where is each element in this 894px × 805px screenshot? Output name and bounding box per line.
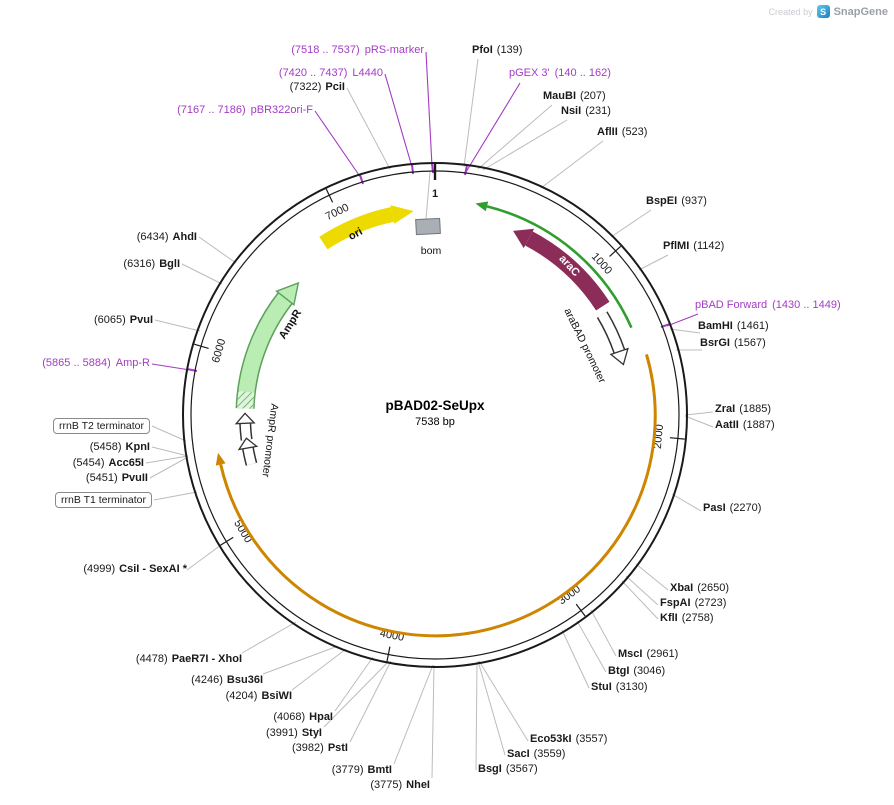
site-label-pvui: (6065) PvuI [93, 314, 153, 326]
ampr-promoter-arrowhead [234, 412, 256, 425]
primer-label-pgex3: pGEX 3' (140 .. 162) [509, 67, 611, 79]
site-label-ahdi: (6434) AhdI [136, 231, 197, 243]
site-label-csii-sexai: (4999) CsiI - SexAI * [83, 563, 187, 575]
site-label-bspei: BspEI (937) [646, 195, 707, 207]
site-label-pcii: (7322) PciI [289, 81, 345, 93]
site-label-nhei: (3775) NheI [370, 779, 430, 791]
site-label-stui: StuI (3130) [591, 681, 648, 693]
site-label-msci: MscI (2961) [618, 648, 679, 660]
terminator-feature-arrowhead [237, 437, 259, 451]
site-label-styi: (3991) StyI [266, 727, 322, 739]
plasmid-backbone-outer-circle [182, 162, 688, 668]
site-label-saci: SacI (3559) [507, 748, 566, 760]
site-label-pflmi: PflMI (1142) [663, 240, 725, 252]
site-label-nsii: NsiI (231) [561, 105, 611, 117]
site-label-kpni: (5458) KpnI [89, 441, 150, 453]
primer-leader-lines [151, 51, 699, 372]
ori-feature-arrow [319, 207, 395, 250]
snapgene-watermark: Created by S SnapGene [769, 5, 888, 18]
plasmid-size: 7538 bp [415, 416, 455, 428]
primer-label-prs-marker: (7518 .. 7537) pRS-marker [291, 44, 424, 56]
site-label-kfli: KflI (2758) [660, 612, 714, 624]
bom-label: bom [421, 245, 442, 257]
site-label-bsiwi: (4204) BsiWI [225, 690, 292, 702]
site-label-btgi: BtgI (3046) [608, 665, 666, 677]
site-label-bmti: (3779) BmtI [331, 764, 392, 776]
site-label-aatii: AatII (1887) [715, 419, 775, 431]
green-feature-arc [486, 205, 633, 329]
tick-label-1: 1 [432, 188, 438, 200]
site-label-bgli: (6316) BglI [123, 258, 180, 270]
site-label-paer7i-xhoi: (4478) PaeR7I - XhoI [135, 653, 242, 665]
primer-label-amp-r: (5865 .. 5884) Amp-R [42, 357, 150, 369]
site-label-bsrgi: BsrGI (1567) [700, 337, 766, 349]
tick-label-1000: 1000 [589, 251, 614, 277]
snapgene-logo-icon: S [816, 5, 830, 18]
bom-feature-box [415, 217, 441, 236]
site-label-xbai: XbaI (2650) [670, 582, 730, 594]
insert-cds-arrowhead [215, 452, 226, 466]
ampr-promoter-label: AmpR promoter [259, 403, 280, 479]
arabad-promoter-arrowhead [609, 347, 629, 366]
scale-ticks [194, 164, 685, 662]
rrnb-t1-terminator-label: rrnB T1 terminator [55, 492, 152, 508]
site-label-maubi: MauBI (207) [543, 90, 606, 102]
green-feature-arrowhead [475, 201, 489, 212]
primer-label-pbad-forward: pBAD Forward (1430 .. 1449) [695, 299, 841, 311]
tick-label-7000: 7000 [324, 202, 351, 223]
ori-label: ori [347, 226, 365, 243]
site-label-pasi: PasI (2270) [703, 502, 762, 514]
site-label-acc65i: (5454) Acc65I [72, 457, 144, 469]
site-label-psti: (3982) PstI [292, 742, 348, 754]
plasmid-title-block: pBAD02-SeUpx 7538 bp [325, 398, 545, 428]
site-label-zrai: ZraI (1885) [715, 403, 771, 415]
site-label-pfoi: PfoI (139) [472, 44, 523, 56]
site-label-hpai: (4068) HpaI [273, 711, 333, 723]
rrnb-t2-terminator-label: rrnB T2 terminator [53, 418, 150, 434]
leader-lines [145, 58, 714, 779]
site-label-bsu36i: (4246) Bsu36I [191, 674, 263, 686]
tick-label-6000: 6000 [210, 337, 228, 364]
primer-label-pbr322ori-f: (7167 .. 7186) pBR322ori-F [177, 104, 313, 116]
arac-arrowhead [513, 228, 535, 249]
site-label-fspai: FspAI (2723) [660, 597, 727, 609]
insert-cds-arc [219, 353, 657, 638]
ampr-feature-arrow [237, 293, 292, 409]
snapgene-brand-text: SnapGene [833, 5, 888, 18]
site-label-bamhi: BamHI (1461) [698, 320, 769, 332]
site-label-aflii: AflII (523) [597, 126, 648, 138]
site-label-eco53ki: Eco53kI (3557) [530, 733, 608, 745]
site-label-bsgi: BsgI (3567) [478, 763, 538, 775]
ampr-promoter-arrow [240, 423, 252, 441]
primer-label-l4440: (7420 .. 7437) L4440 [278, 67, 383, 79]
arac-feature-arrow [525, 231, 610, 311]
plasmid-name: pBAD02-SeUpx [385, 398, 485, 413]
ampr-arrowhead [275, 281, 300, 307]
terminator-feature-arrow [243, 447, 256, 466]
site-label-pvuii: (5451) PvuII [85, 472, 148, 484]
ampr-signal-hatch [237, 390, 255, 409]
ori-arrowhead [390, 205, 414, 224]
created-by-text: Created by [768, 6, 813, 17]
